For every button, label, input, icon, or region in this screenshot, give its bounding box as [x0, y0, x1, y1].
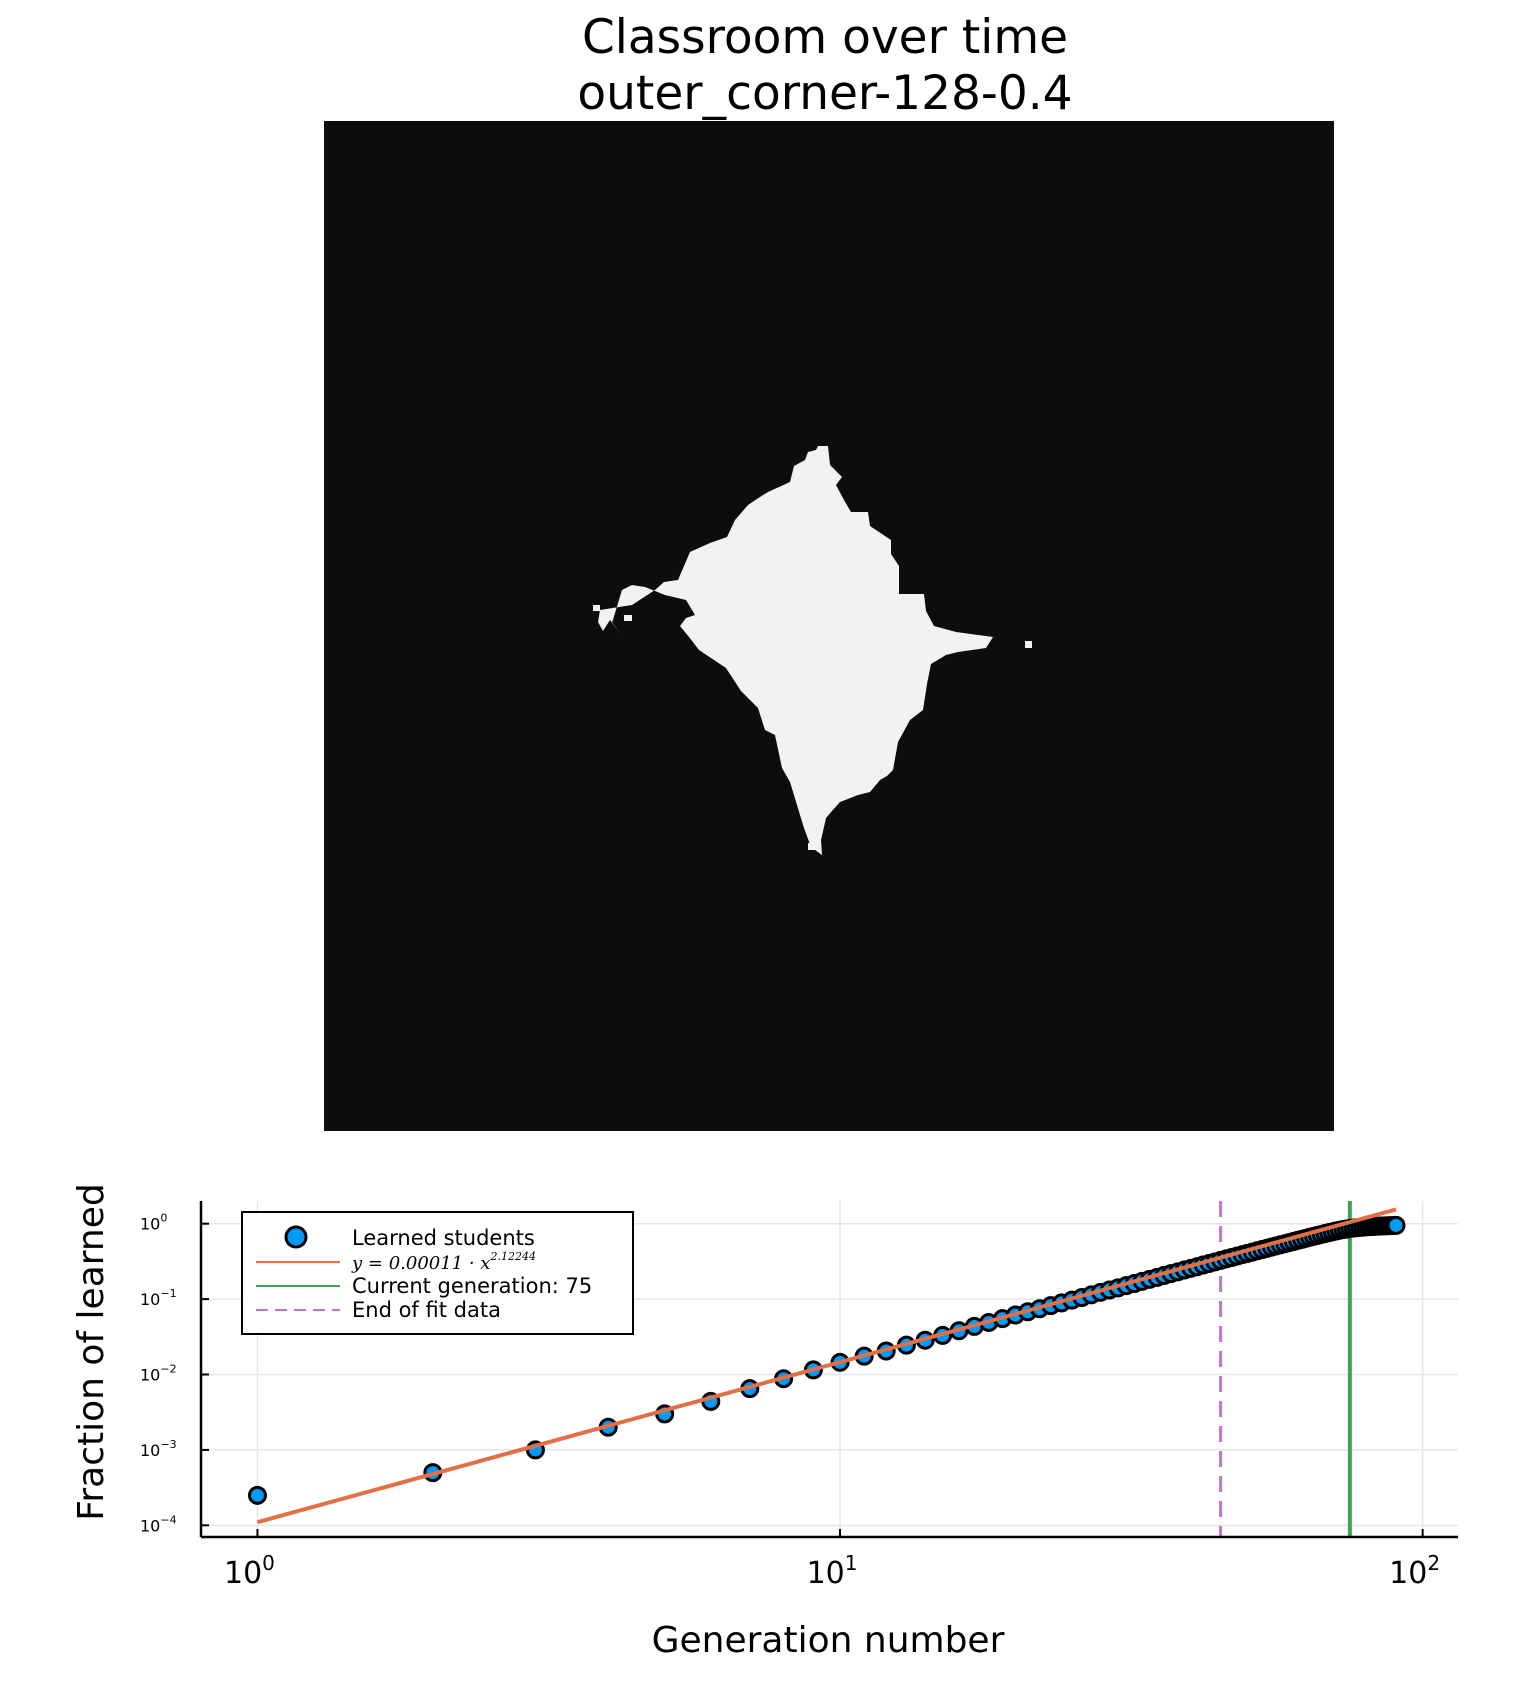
y-tick-label: 10−3: [140, 1438, 177, 1460]
heatmap-learned-region: [593, 446, 1032, 855]
learned-region-patch: [784, 485, 790, 491]
x-tick-label: 102: [1389, 1551, 1440, 1591]
x-tick-label: 100: [224, 1551, 275, 1591]
learned-region-patch: [593, 605, 600, 611]
legend: Learned students y = 0.00011 · x2.12244 …: [241, 1211, 634, 1335]
learned-region-patch: [624, 615, 632, 621]
chart-title-line1: Classroom over time: [581, 10, 1069, 65]
learned-region-patch: [675, 583, 710, 590]
fit-line-layer: [256, 1207, 1397, 1525]
y-tick-label: 10−1: [140, 1287, 177, 1309]
x-tick-label: 101: [807, 1551, 858, 1591]
learned-point: [1386, 1215, 1406, 1235]
legend-label-current: Current generation: 75: [352, 1274, 592, 1298]
learned-region-patch: [1025, 641, 1032, 648]
learned-region-patch: [598, 446, 993, 855]
y-tick-label: 10−4: [140, 1513, 177, 1535]
fit-line: [256, 1207, 1397, 1525]
axes: [199, 1201, 1458, 1539]
legend-box: [241, 1211, 634, 1335]
legend-marker-learned: [284, 1225, 308, 1249]
y-tick-label: 10−2: [140, 1363, 177, 1385]
learned-region-patch: [705, 545, 712, 551]
x-axis-label: Generation number: [652, 1620, 1005, 1661]
chart-title-line2: outer_corner-128-0.4: [577, 66, 1073, 121]
y-axis-label: Fraction of learned: [71, 1183, 112, 1520]
learned-point: [247, 1485, 267, 1505]
learned-region-patch: [808, 843, 815, 850]
tick-labels: 100 101 102 10−4 10−3 10−2 10−1 100: [140, 1212, 1440, 1591]
legend-label-fit: y = 0.00011 · x2.12244: [351, 1250, 536, 1274]
legend-label-endfit: End of fit data: [352, 1298, 501, 1322]
legend-label-learned: Learned students: [352, 1226, 535, 1250]
y-tick-label: 100: [140, 1212, 167, 1234]
